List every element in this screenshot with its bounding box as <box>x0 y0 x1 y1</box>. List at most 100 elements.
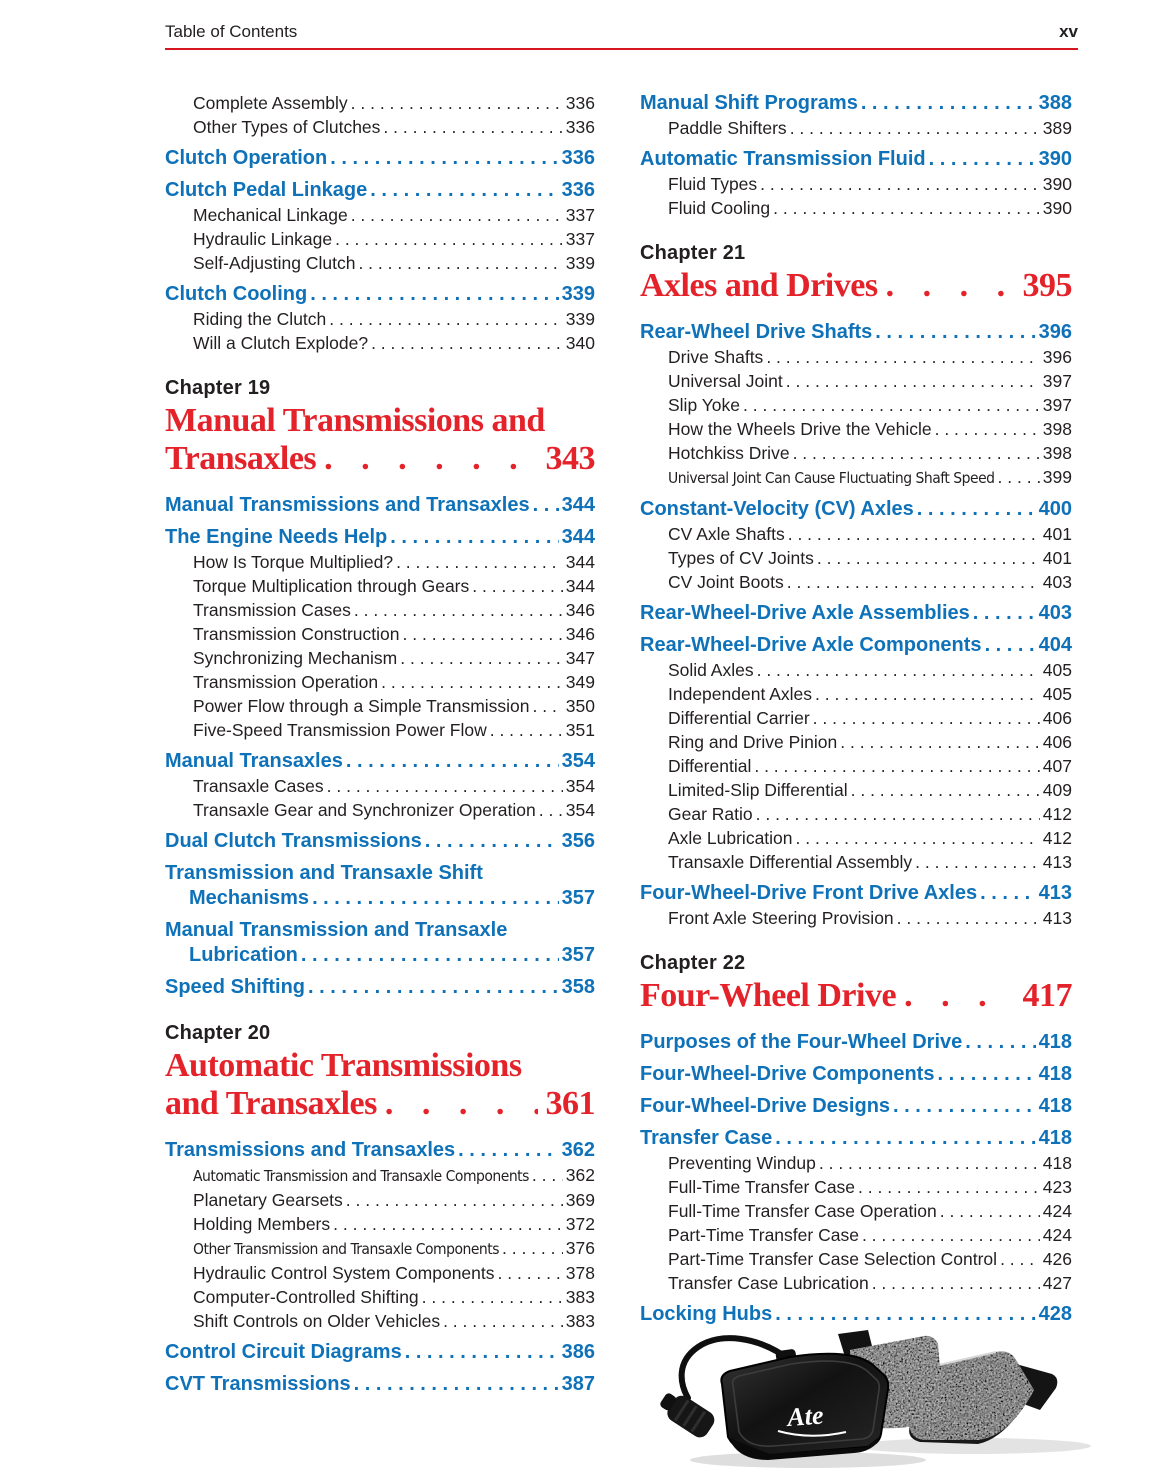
chapter-title-row: and Transaxles 361 <box>165 1085 595 1123</box>
toc-heading: Purposes of the Four-Wheel Drive 418 <box>640 1030 1072 1055</box>
toc-heading: Transmissions and Transaxles 362 <box>165 1138 595 1163</box>
page-number: 383 <box>565 1287 595 1307</box>
page-number: 412 <box>1042 804 1072 824</box>
page-number: 418 <box>1038 1095 1072 1117</box>
dot-leader <box>425 829 559 854</box>
toc-entry-label: Universal Joint Can Cause Fluctuating Sh… <box>668 469 995 487</box>
toc-entry-label: Transmission Cases <box>193 600 351 620</box>
chapter-title: Axles and Drives <box>640 267 878 304</box>
toc-entry-label: Shift Controls on Older Vehicles <box>193 1311 441 1331</box>
dot-leader <box>861 91 1036 116</box>
toc-entry-label: Ring and Drive Pinion <box>668 732 838 752</box>
dot-leader <box>757 658 1040 682</box>
page-number: 426 <box>1042 1249 1072 1269</box>
toc-heading-line1: Manual Transmission and Transaxle <box>165 919 508 941</box>
toc-entry-label: Control Circuit Diagrams <box>165 1341 402 1363</box>
dot-leader <box>787 570 1040 594</box>
toc-heading: Constant-Velocity (CV) Axles 400 <box>640 497 1072 522</box>
toc-entry-label: Power Flow through a Simple Transmission <box>193 696 530 716</box>
dot-leader <box>858 1175 1040 1199</box>
page-number: 386 <box>561 1341 595 1363</box>
page-number: 412 <box>1042 828 1072 848</box>
toc-entry: Computer-Controlled Shifting 383 <box>165 1285 595 1309</box>
chapter-kicker: Chapter 22 <box>640 952 746 974</box>
page-number: 424 <box>1042 1201 1072 1221</box>
page-number: 378 <box>565 1263 595 1283</box>
toc-entry-label: Preventing Windup <box>668 1153 816 1173</box>
chapter-title-row: Axles and Drives 395 <box>640 267 1072 305</box>
dot-leader <box>875 320 1035 345</box>
dot-leader <box>472 574 563 598</box>
toc-entry: Axle Lubrication 412 <box>640 826 1072 850</box>
toc-entry-label: Purposes of the Four-Wheel Drive <box>640 1031 963 1053</box>
toc-entry: How Is Torque Multiplied? 344 <box>165 550 595 574</box>
dot-leader <box>872 1271 1040 1295</box>
dot-leader <box>422 1285 563 1309</box>
toc-entry-label: Mechanisms <box>189 887 310 909</box>
dot-leader <box>980 881 1036 906</box>
chapter-block: Chapter 22 Four-Wheel Drive 417 <box>640 950 1072 1015</box>
page-number: 337 <box>565 205 595 225</box>
dot-leader <box>539 798 563 822</box>
dot-leader <box>403 622 563 646</box>
toc-entry-label: Automatic Transmission and Transaxle Com… <box>193 1167 529 1185</box>
page-number: 427 <box>1042 1273 1072 1293</box>
toc-heading: Control Circuit Diagrams 386 <box>165 1340 595 1365</box>
toc-entry: Gear Ratio 412 <box>640 802 1072 826</box>
toc-entry-label: Self-Adjusting Clutch <box>193 253 356 273</box>
page-number: 336 <box>561 147 595 169</box>
toc-entry: Part-Time Transfer Case Selection Contro… <box>640 1247 1072 1271</box>
chapter-title: Transaxles <box>165 440 317 477</box>
page-number: 413 <box>1042 852 1072 872</box>
toc-heading: Rear-Wheel-Drive Axle Assemblies 403 <box>640 601 1072 626</box>
toc-heading-line2: Lubrication 357 <box>165 943 595 968</box>
toc-entry: Synchronizing Mechanism 347 <box>165 646 595 670</box>
toc-entry-label: Manual Shift Programs <box>640 92 858 114</box>
ate-logo: Ate <box>784 1401 824 1433</box>
dot-leader <box>940 1199 1040 1223</box>
page-number: 343 <box>545 440 596 477</box>
dot-leader <box>862 1223 1040 1247</box>
page-number: 349 <box>565 672 595 692</box>
toc-entry: Other Types of Clutches 336 <box>165 115 595 139</box>
page-folio: xv <box>1059 22 1078 41</box>
toc-entry-label: Full-Time Transfer Case Operation <box>668 1201 937 1221</box>
toc-heading: Four-Wheel-Drive Front Drive Axles 413 <box>640 881 1072 906</box>
toc-entry-label: Differential Carrier <box>668 708 810 728</box>
page-number: 388 <box>1038 92 1072 114</box>
toc-entry-label: Full-Time Transfer Case <box>668 1177 856 1197</box>
toc-entry: Holding Members 372 <box>165 1212 595 1236</box>
toc-entry: Full-Time Transfer Case Operation 424 <box>640 1199 1072 1223</box>
toc-entry: Paddle Shifters 389 <box>640 116 1072 140</box>
toc-column-left: Complete Assembly336Other Types of Clutc… <box>165 91 595 1397</box>
toc-entry-label: Types of CV Joints <box>668 548 814 568</box>
chapter-kicker: Chapter 21 <box>640 242 746 264</box>
toc-entry: Mechanical Linkage 337 <box>165 203 595 227</box>
page-number: 390 <box>1042 174 1072 194</box>
dot-leader <box>796 826 1040 850</box>
dot-leader <box>754 754 1039 778</box>
page-number: 347 <box>565 648 595 668</box>
page-number: 344 <box>561 494 595 516</box>
toc-entry: Hydraulic Linkage 337 <box>165 227 595 251</box>
toc-heading: Rear-Wheel-Drive Axle Components 404 <box>640 633 1072 658</box>
page-number: 383 <box>565 1311 595 1331</box>
dot-leader <box>893 1094 1036 1119</box>
toc-entry: Power Flow through a Simple Transmission… <box>165 694 595 718</box>
toc-entry-label: CVT Transmissions <box>165 1373 351 1395</box>
page-number: 390 <box>1038 148 1072 170</box>
page-number: 339 <box>565 309 595 329</box>
page-number: 344 <box>565 576 595 596</box>
dot-leader <box>371 331 563 355</box>
page-number: 389 <box>1042 118 1072 138</box>
dot-leader <box>329 307 563 331</box>
page-number: 417 <box>1022 977 1073 1014</box>
page-number: 336 <box>565 93 595 113</box>
toc-entry: Limited-Slip Differential 409 <box>640 778 1072 802</box>
toc-entry: Drive Shafts 396 <box>640 345 1072 369</box>
toc-entry: Transmission Cases 346 <box>165 598 595 622</box>
page-number: 354 <box>565 800 595 820</box>
toc-entry-label: Lubrication <box>189 944 298 966</box>
toc-entry: Universal Joint Can Cause Fluctuating Sh… <box>640 465 1072 490</box>
